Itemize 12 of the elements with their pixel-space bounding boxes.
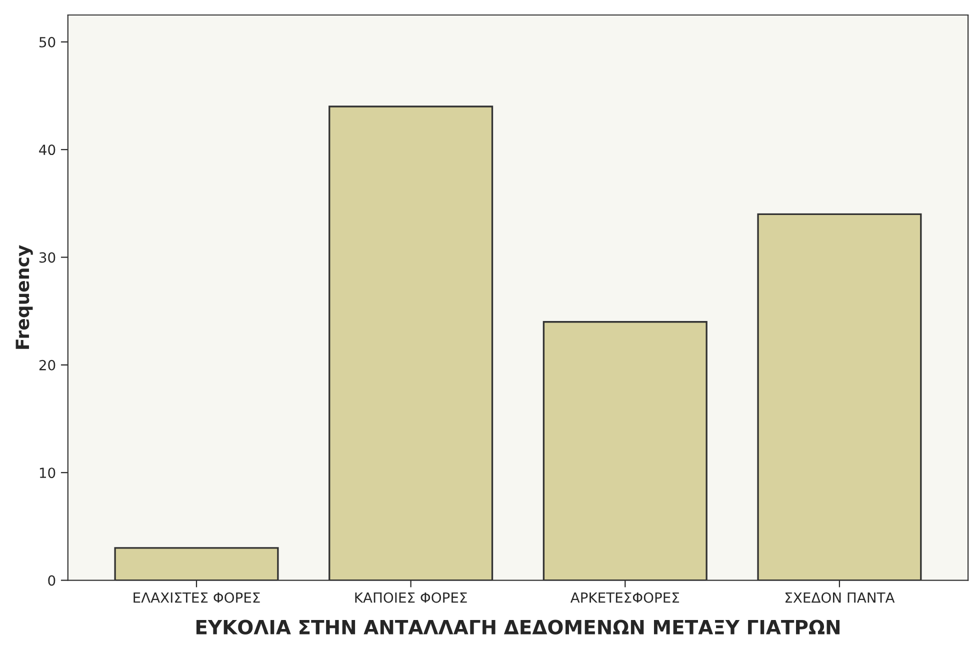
y-tick-label: 0: [48, 575, 56, 586]
y-tick-label: 10: [40, 468, 56, 478]
y-axis-title: Frequency: [16, 245, 33, 349]
y-tick-label: 50: [39, 36, 56, 48]
y-tick-label: 30: [39, 252, 56, 263]
x-tick-label: ΕΛΑΧΙΣΤΕΣ ΦΟΡΕΣ: [134, 592, 260, 603]
x-tick-label: ΚΑΠΟΙΕΣ ΦΟΡΕΣ: [355, 592, 467, 603]
x-axis-title: ΕΥΚΟΛΙΑ ΣΤΗΝ ΑΝΤΑΛΛΑΓΗ ΔΕΔΟΜΕΝΩΝ ΜΕΤΑΞΥ ΓΙΑΤΡΩΝ: [196, 620, 840, 634]
y-tick-label: 20: [39, 360, 56, 370]
y-tick-label: 40: [39, 144, 56, 156]
x-tick-label: ΑΡΚΕΤΕΣΦΟΡΕΣ: [570, 592, 680, 603]
x-tick-label: ΣΧΕΔΟΝ ΠΑΝΤΑ: [786, 592, 895, 603]
